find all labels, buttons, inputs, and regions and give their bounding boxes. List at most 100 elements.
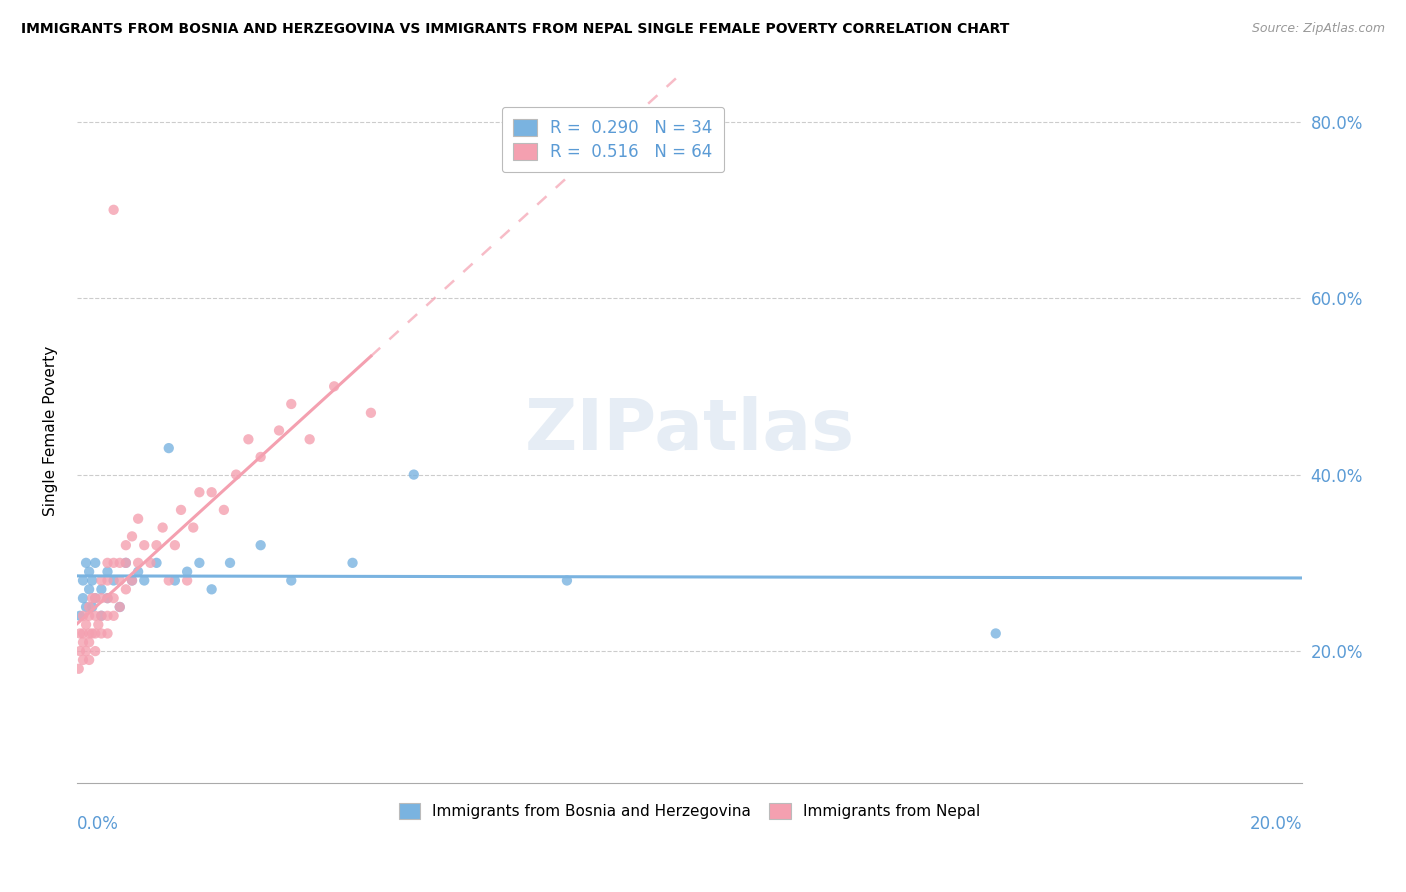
Point <box>298 432 321 446</box>
Point <box>72 591 94 606</box>
Point <box>77 565 100 579</box>
Text: ZIPatlas: ZIPatlas <box>524 396 855 465</box>
Point <box>201 485 224 500</box>
Point <box>555 574 578 588</box>
Point <box>103 591 125 606</box>
Point <box>77 582 100 597</box>
Point <box>69 626 91 640</box>
Point <box>90 591 112 606</box>
Point <box>188 485 211 500</box>
Point <box>323 379 346 393</box>
Point <box>249 538 271 552</box>
Point <box>87 617 110 632</box>
Point <box>72 635 94 649</box>
Point <box>176 565 198 579</box>
Point <box>145 538 167 552</box>
Point <box>82 591 104 606</box>
Point <box>90 626 112 640</box>
Point <box>134 574 156 588</box>
Point <box>75 644 97 658</box>
Point <box>77 608 100 623</box>
Point <box>115 556 138 570</box>
Point <box>360 406 382 420</box>
Point <box>280 574 302 588</box>
Point <box>267 424 290 438</box>
Point <box>103 202 125 217</box>
Point <box>402 467 425 482</box>
Point <box>170 503 193 517</box>
Point <box>96 574 118 588</box>
Point <box>176 574 198 588</box>
Point <box>121 574 143 588</box>
Point <box>201 582 224 597</box>
Point <box>77 653 100 667</box>
Point <box>96 591 118 606</box>
Point <box>103 556 125 570</box>
Point <box>72 653 94 667</box>
Point <box>127 565 149 579</box>
Point <box>90 608 112 623</box>
Text: IMMIGRANTS FROM BOSNIA AND HERZEGOVINA VS IMMIGRANTS FROM NEPAL SINGLE FEMALE PO: IMMIGRANTS FROM BOSNIA AND HERZEGOVINA V… <box>21 22 1010 37</box>
Point <box>84 626 107 640</box>
Point <box>96 556 118 570</box>
Point <box>82 599 104 614</box>
Point <box>139 556 162 570</box>
Point <box>82 574 104 588</box>
Point <box>72 574 94 588</box>
Text: 0.0%: 0.0% <box>77 815 118 833</box>
Point <box>127 512 149 526</box>
Point <box>121 574 143 588</box>
Point <box>984 626 1007 640</box>
Text: Source: ZipAtlas.com: Source: ZipAtlas.com <box>1251 22 1385 36</box>
Point <box>75 617 97 632</box>
Point <box>84 591 107 606</box>
Point <box>225 467 247 482</box>
Point <box>84 556 107 570</box>
Point <box>219 556 242 570</box>
Point <box>238 432 260 446</box>
Point <box>75 599 97 614</box>
Point <box>188 556 211 570</box>
Point <box>77 626 100 640</box>
Point <box>157 574 180 588</box>
Point <box>127 556 149 570</box>
Point <box>96 608 118 623</box>
Point <box>96 591 118 606</box>
Point <box>108 556 131 570</box>
Point <box>84 591 107 606</box>
Point <box>90 608 112 623</box>
Point <box>121 529 143 543</box>
Y-axis label: Single Female Poverty: Single Female Poverty <box>44 345 58 516</box>
Point <box>157 441 180 455</box>
Point <box>108 599 131 614</box>
Point <box>96 626 118 640</box>
Point <box>249 450 271 464</box>
Point <box>90 582 112 597</box>
Point <box>82 626 104 640</box>
Legend: Immigrants from Bosnia and Herzegovina, Immigrants from Nepal: Immigrants from Bosnia and Herzegovina, … <box>392 797 987 825</box>
Point <box>280 397 302 411</box>
Point <box>115 582 138 597</box>
Point <box>163 574 186 588</box>
Point <box>90 574 112 588</box>
Point <box>69 644 91 658</box>
Point <box>72 608 94 623</box>
Point <box>145 556 167 570</box>
Point <box>181 520 204 534</box>
Point <box>96 565 118 579</box>
Point <box>84 608 107 623</box>
Point <box>77 599 100 614</box>
Point <box>108 599 131 614</box>
Point <box>75 556 97 570</box>
Point <box>212 503 235 517</box>
Point <box>72 626 94 640</box>
Point <box>103 574 125 588</box>
Point <box>77 635 100 649</box>
Point <box>67 662 90 676</box>
Point <box>108 574 131 588</box>
Point <box>103 608 125 623</box>
Point <box>163 538 186 552</box>
Point <box>342 556 364 570</box>
Point <box>69 608 91 623</box>
Point <box>84 644 107 658</box>
